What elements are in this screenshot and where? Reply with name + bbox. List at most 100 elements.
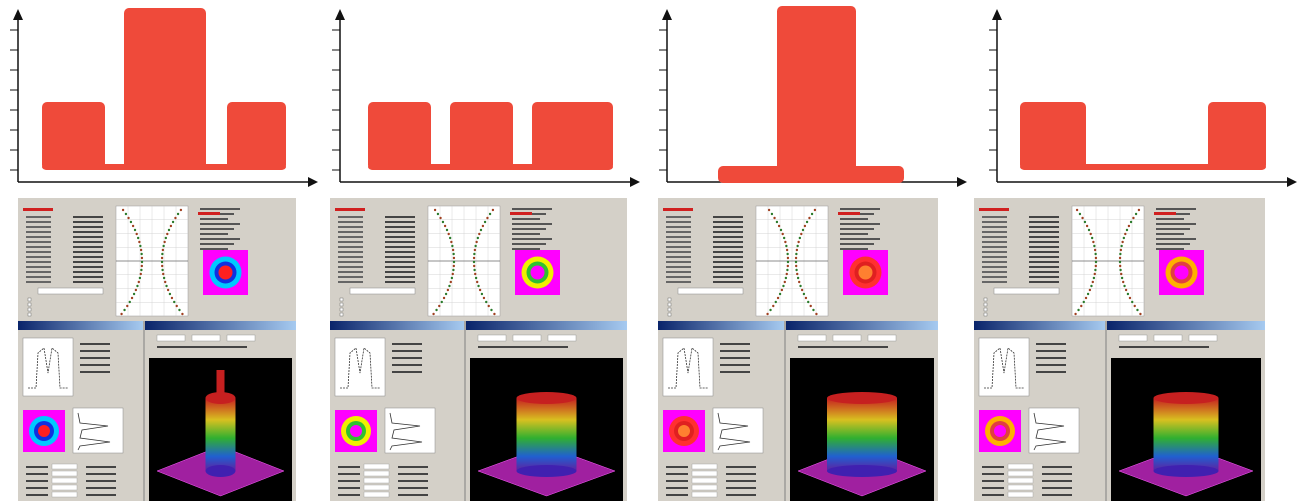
text-line [713,216,743,218]
caustic-dot [181,312,184,316]
field [1007,491,1034,498]
text-line [398,466,428,468]
text-line [26,271,51,273]
text-line [1119,346,1209,348]
text-line [982,473,1004,475]
caustic-dot [444,292,448,296]
option-line [392,343,422,345]
text-line [398,487,428,489]
text-line [73,276,103,278]
caustic-dot [795,252,798,256]
caustic-dot [179,208,183,212]
option-line [1036,343,1066,345]
text-line [982,216,1007,218]
caustic-dot [799,284,802,288]
caustic-dot [775,220,779,224]
caustic-dot [433,208,437,212]
caustic-dot [163,240,166,244]
caustic-dot [127,216,130,220]
caustic-dot [770,212,774,216]
screenshots [18,198,1265,501]
caustic-dot [782,236,786,240]
text-line [73,241,103,243]
caustic-dot [171,220,175,224]
text-line [73,246,103,248]
profile-curve [389,412,423,451]
text-line [73,216,103,218]
control [191,334,221,342]
ring-inner [858,265,873,280]
x-arrow [308,177,318,187]
caustic-dot [1118,260,1122,264]
text-line [200,243,234,245]
caustic-dot [448,284,451,288]
text-line [73,251,103,253]
caustic-dot [1090,284,1093,288]
caustic-dot [173,300,176,304]
caustic-dot [140,252,143,256]
caustic-dot [162,276,166,280]
caustic-dot [124,212,128,216]
caustic-dot [1078,212,1082,216]
beam-3d [827,398,897,471]
result-label [663,208,693,211]
caustic-dot [136,284,139,288]
caustic-dot [476,236,480,240]
text-line [840,228,874,230]
text-line [1029,261,1059,263]
caustic-dot [435,308,438,312]
text-line [1029,271,1059,273]
caustic-dot [810,212,814,216]
text-line [713,246,743,248]
text-line [338,266,363,268]
text-line [982,276,1007,278]
caustic-dot [166,288,170,292]
text-line [338,226,363,228]
profile-block [124,8,206,170]
caustic-dot [807,300,810,304]
caustic-dot [139,272,142,276]
text-line [26,281,51,283]
caustic-dot [134,288,138,292]
profile-block [450,102,513,170]
beam-spike [216,370,225,400]
text-line [338,216,363,218]
text-line [86,473,116,475]
caustic-dot [800,232,803,236]
checkbox [983,307,988,312]
field [1007,463,1034,470]
caustic-dot [1120,272,1123,276]
text-line [713,271,743,273]
caustic-dot [1094,256,1098,260]
caustic-dot [1084,296,1088,300]
title-bar [1107,321,1265,330]
text-line [26,494,48,496]
text-line [666,241,691,243]
profile-block [368,102,431,170]
screenshot [974,198,1265,501]
text-line [982,281,1007,283]
y-arrow [335,9,345,20]
text-line [385,216,415,218]
y-arrow [13,9,23,20]
caustic-dot [795,268,798,272]
control [1153,334,1183,342]
text-line [385,231,415,233]
title-bar [145,321,296,330]
ring-inner [350,425,362,437]
x-arrow [957,177,967,187]
caustic-dot [174,216,177,220]
profile-box [662,337,714,397]
profile-box [334,337,386,397]
caustic-dot [478,232,481,236]
text-line [26,473,48,475]
caustic-dot [1118,256,1122,260]
text-line [398,480,428,482]
text-line [666,251,691,253]
text-line [982,487,1004,489]
text-line [200,233,228,235]
text-line [982,480,1004,482]
field [691,477,718,484]
text-line [200,223,240,225]
axes [10,9,318,187]
